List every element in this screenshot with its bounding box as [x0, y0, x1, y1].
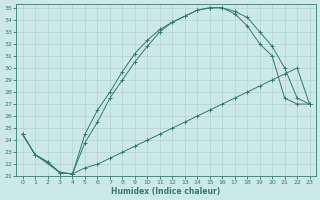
- X-axis label: Humidex (Indice chaleur): Humidex (Indice chaleur): [111, 187, 221, 196]
